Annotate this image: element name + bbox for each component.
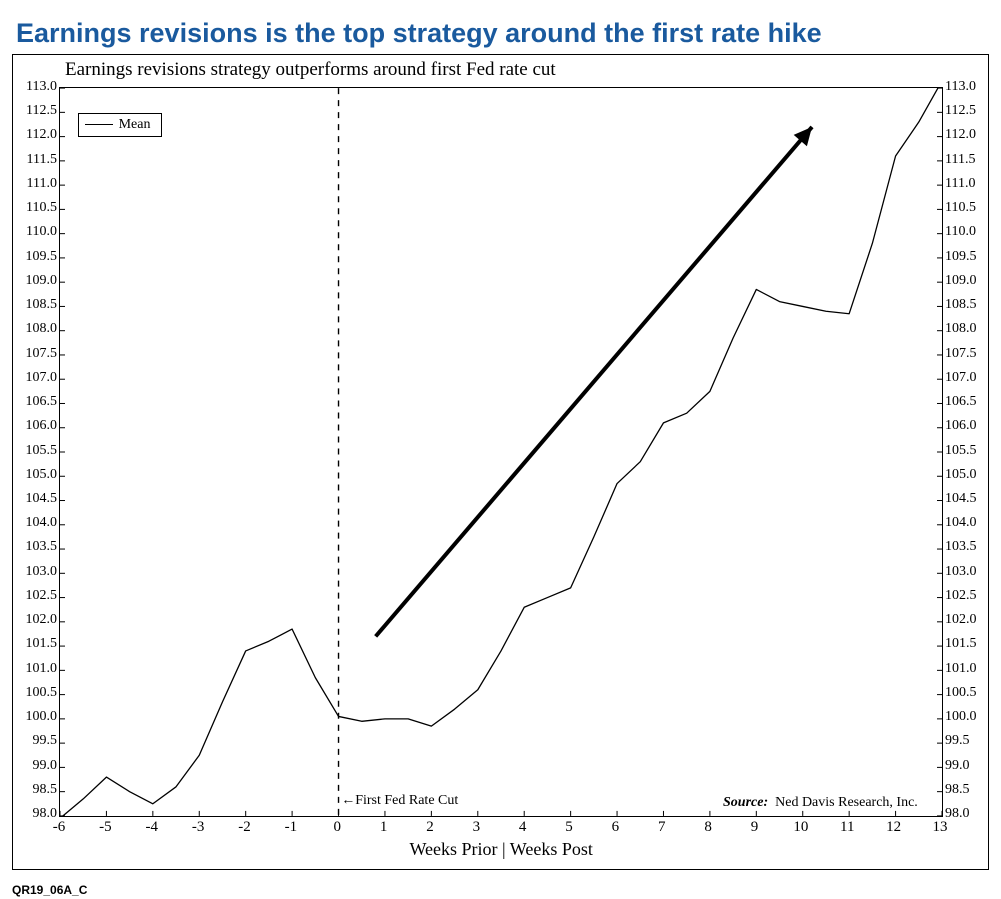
x-tick-label: -2 [238, 819, 251, 836]
y-tick-label: 109.5 [17, 249, 57, 265]
y-tick-label: 103.0 [17, 564, 57, 580]
y-tick-label: 100.0 [17, 709, 57, 725]
x-tick-label: 13 [933, 819, 948, 836]
y-tick-label: 113.0 [945, 79, 985, 95]
x-tick-label: 1 [380, 819, 388, 836]
y-tick-label: 112.5 [17, 103, 57, 119]
y-tick-label: 110.5 [945, 200, 985, 216]
y-tick-label: 103.5 [17, 539, 57, 555]
y-tick-label: 106.0 [945, 418, 985, 434]
y-tick-label: 112.0 [945, 127, 985, 143]
y-tick-label: 111.5 [945, 152, 985, 168]
y-tick-label: 99.0 [945, 758, 985, 774]
legend-line-icon [85, 124, 113, 125]
y-tick-label: 107.5 [945, 346, 985, 362]
plot-svg [60, 88, 942, 816]
x-tick-label: 5 [565, 819, 573, 836]
x-tick-label: -6 [53, 819, 66, 836]
y-tick-label: 101.0 [945, 661, 985, 677]
x-tick-label: 10 [793, 819, 808, 836]
y-tick-label: 109.0 [17, 273, 57, 289]
y-tick-label: 105.0 [17, 467, 57, 483]
x-tick-label: -4 [145, 819, 158, 836]
x-tick-label: 2 [426, 819, 434, 836]
x-tick-label: 9 [751, 819, 759, 836]
y-tick-label: 112.5 [945, 103, 985, 119]
y-tick-label: 98.0 [945, 806, 985, 822]
y-tick-label: 100.0 [945, 709, 985, 725]
y-tick-label: 101.0 [17, 661, 57, 677]
y-tick-label: 102.0 [945, 612, 985, 628]
y-tick-label: 108.0 [945, 321, 985, 337]
y-tick-label: 106.5 [17, 394, 57, 410]
chart-outer-frame: Earnings revisions strategy outperforms … [12, 54, 989, 870]
y-tick-label: 111.5 [17, 152, 57, 168]
y-tick-label: 103.0 [945, 564, 985, 580]
y-tick-label: 111.0 [945, 176, 985, 192]
reference-annotation: ←First Fed Rate Cut [341, 793, 458, 809]
y-tick-label: 99.5 [945, 733, 985, 749]
y-tick-label: 100.5 [17, 685, 57, 701]
y-tick-label: 100.5 [945, 685, 985, 701]
y-tick-label: 98.5 [17, 782, 57, 798]
x-tick-label: -3 [192, 819, 205, 836]
y-tick-label: 109.5 [945, 249, 985, 265]
y-tick-label: 108.0 [17, 321, 57, 337]
source-value: Ned Davis Research, Inc. [775, 795, 918, 810]
y-tick-label: 110.0 [945, 224, 985, 240]
x-tick-label: 4 [519, 819, 527, 836]
x-tick-label: -5 [99, 819, 112, 836]
x-tick-label: 6 [612, 819, 620, 836]
y-tick-label: 105.5 [945, 443, 985, 459]
y-tick-label: 106.5 [945, 394, 985, 410]
y-tick-label: 105.0 [945, 467, 985, 483]
x-tick-label: 8 [704, 819, 712, 836]
y-tick-label: 112.0 [17, 127, 57, 143]
y-tick-label: 110.0 [17, 224, 57, 240]
y-tick-label: 107.0 [945, 370, 985, 386]
y-tick-label: 108.5 [945, 297, 985, 313]
y-tick-label: 104.0 [17, 515, 57, 531]
y-tick-label: 99.5 [17, 733, 57, 749]
y-tick-label: 104.5 [17, 491, 57, 507]
y-tick-label: 102.5 [945, 588, 985, 604]
y-tick-label: 101.5 [945, 636, 985, 652]
y-tick-label: 107.5 [17, 346, 57, 362]
chart-subtitle: Earnings revisions strategy outperforms … [65, 59, 556, 81]
page-title: Earnings revisions is the top strategy a… [16, 18, 989, 49]
chart-code: QR19_06A_C [12, 883, 87, 897]
y-tick-label: 98.0 [17, 806, 57, 822]
source-label: Source: [723, 795, 768, 810]
legend-label: Mean [119, 117, 151, 133]
x-tick-label: 0 [333, 819, 341, 836]
chart-source: Source: Ned Davis Research, Inc. [723, 795, 935, 811]
y-tick-label: 105.5 [17, 443, 57, 459]
x-tick-label: 11 [840, 819, 854, 836]
y-tick-label: 110.5 [17, 200, 57, 216]
y-tick-label: 102.5 [17, 588, 57, 604]
x-tick-label: -1 [285, 819, 298, 836]
y-tick-label: 104.5 [945, 491, 985, 507]
y-tick-label: 113.0 [17, 79, 57, 95]
y-tick-label: 107.0 [17, 370, 57, 386]
y-tick-label: 103.5 [945, 539, 985, 555]
y-tick-label: 101.5 [17, 636, 57, 652]
y-tick-label: 106.0 [17, 418, 57, 434]
arrow-left-icon: ← [341, 793, 355, 808]
y-tick-label: 109.0 [945, 273, 985, 289]
y-tick-label: 108.5 [17, 297, 57, 313]
x-tick-label: 12 [886, 819, 901, 836]
y-tick-label: 99.0 [17, 758, 57, 774]
y-tick-label: 111.0 [17, 176, 57, 192]
x-tick-label: 3 [473, 819, 481, 836]
y-tick-label: 104.0 [945, 515, 985, 531]
x-axis-title: Weeks Prior | Weeks Post [410, 839, 593, 860]
x-tick-label: 7 [658, 819, 666, 836]
y-tick-label: 102.0 [17, 612, 57, 628]
plot-area: Mean [59, 87, 943, 817]
legend: Mean [78, 113, 162, 137]
y-tick-label: 98.5 [945, 782, 985, 798]
